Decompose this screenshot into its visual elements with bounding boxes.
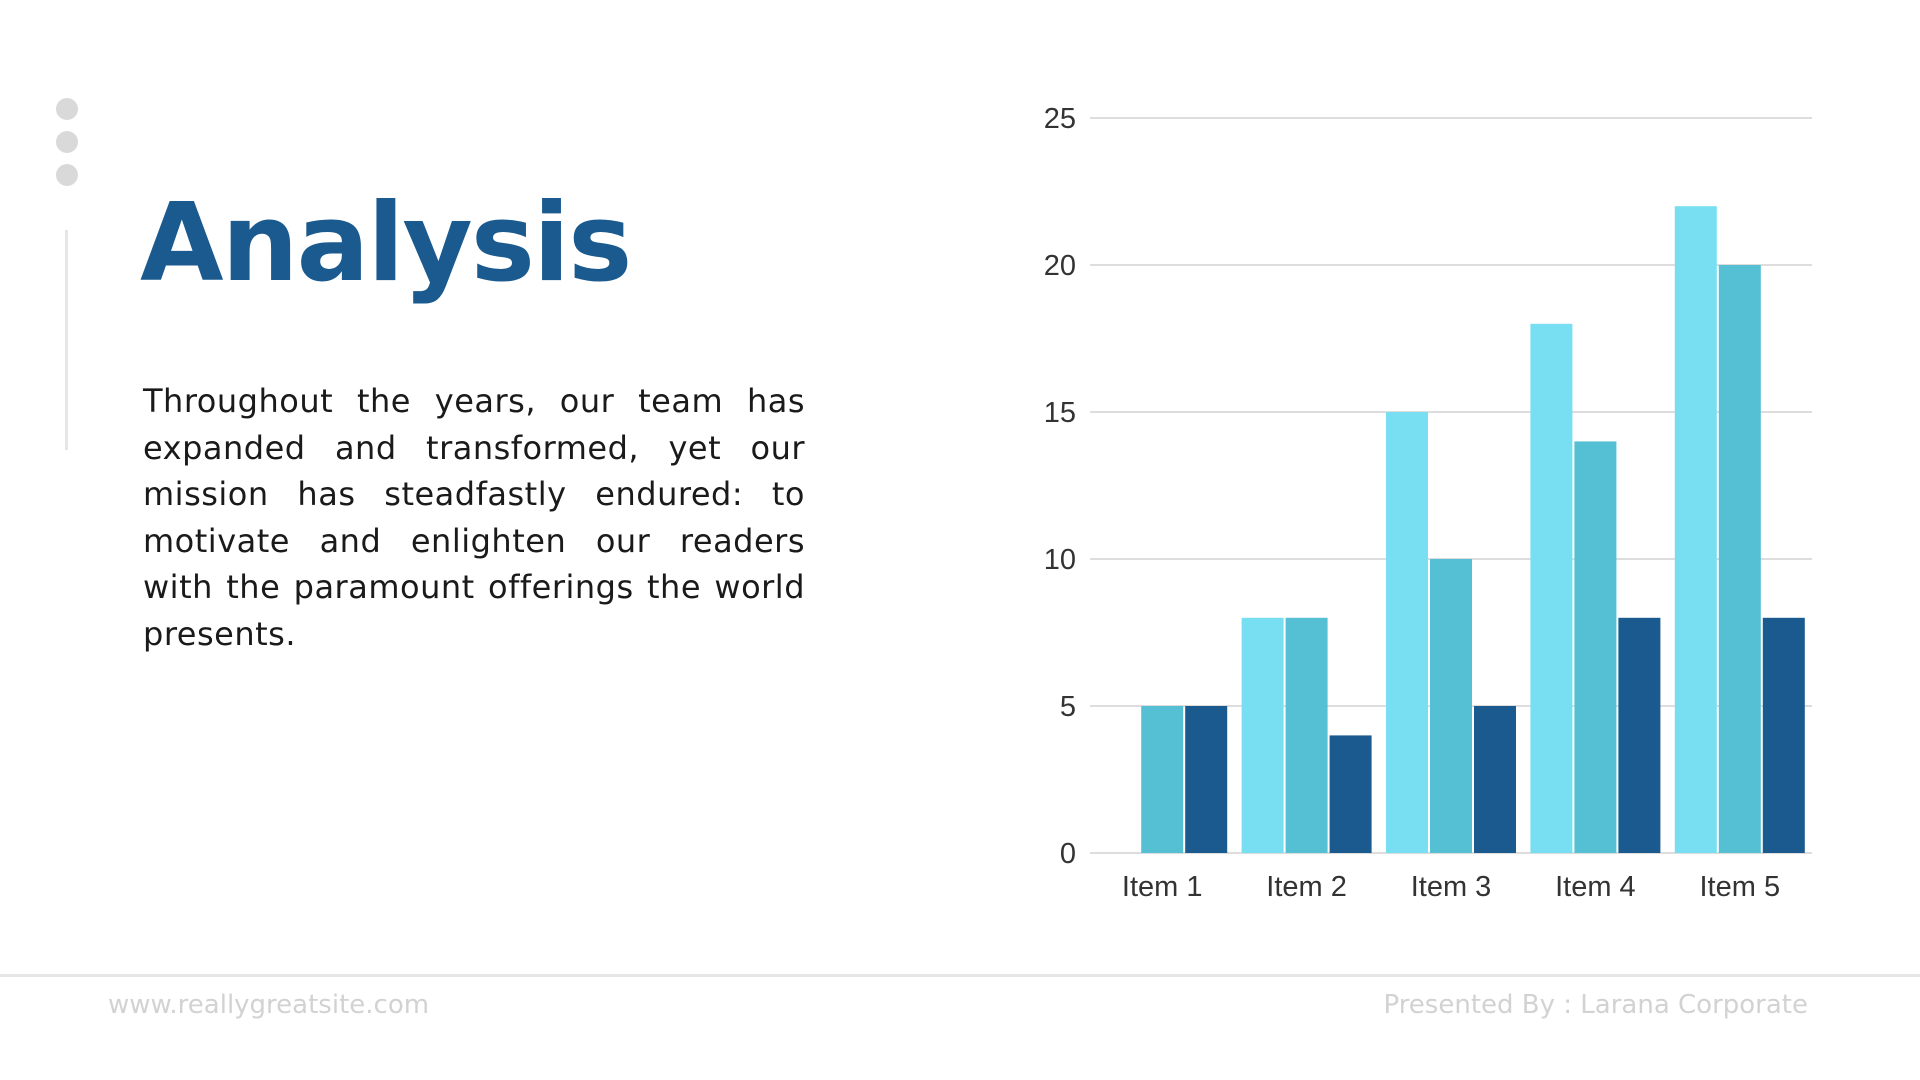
chart-labels: 0 5 10 15 20 25 Item 1 Item 2 Item 3 Item 4 Item 5: [1044, 103, 1780, 903]
chart-bars: [1141, 206, 1805, 853]
x-tick-label: Item 4: [1555, 871, 1636, 903]
y-tick-label: 5: [1060, 691, 1076, 723]
bar: [1141, 706, 1184, 853]
x-tick-label: Item 2: [1266, 871, 1347, 903]
y-tick-label: 20: [1044, 250, 1076, 282]
y-tick-label: 0: [1060, 838, 1076, 870]
bar: [1329, 735, 1372, 853]
bar: [1430, 559, 1472, 853]
bar: [1285, 617, 1328, 853]
footer-website: www.reallygreatsite.com: [108, 990, 430, 1020]
footer-divider: [0, 974, 1920, 977]
decor-dot: [56, 131, 78, 153]
slide-title: Analysis: [140, 181, 632, 306]
bar: [1574, 441, 1617, 853]
x-tick-label: Item 3: [1411, 871, 1492, 903]
bar: [1618, 617, 1661, 853]
x-tick-label: Item 5: [1700, 871, 1781, 903]
bar: [1718, 265, 1761, 853]
bar: [1241, 617, 1284, 853]
y-tick-label: 25: [1044, 103, 1076, 135]
bar: [1474, 706, 1516, 853]
y-tick-label: 10: [1044, 544, 1076, 576]
bar: [1386, 412, 1428, 853]
x-tick-label: Item 1: [1122, 871, 1203, 903]
decor-dot: [56, 98, 78, 120]
decor-vertical-line: [65, 230, 68, 450]
bar: [1185, 706, 1228, 853]
y-tick-label: 15: [1044, 397, 1076, 429]
footer-presenter: Presented By : Larana Corporate: [1383, 990, 1808, 1020]
decor-dot: [56, 164, 78, 186]
bar: [1530, 323, 1573, 853]
bar: [1674, 206, 1717, 853]
bar-chart: 0 5 10 15 20 25 Item 1 Item 2 Item 3 Item 4 Item 5: [1044, 103, 1812, 903]
slide-body-text: Throughout the years, our team has expan…: [143, 382, 805, 653]
bar: [1762, 617, 1805, 853]
